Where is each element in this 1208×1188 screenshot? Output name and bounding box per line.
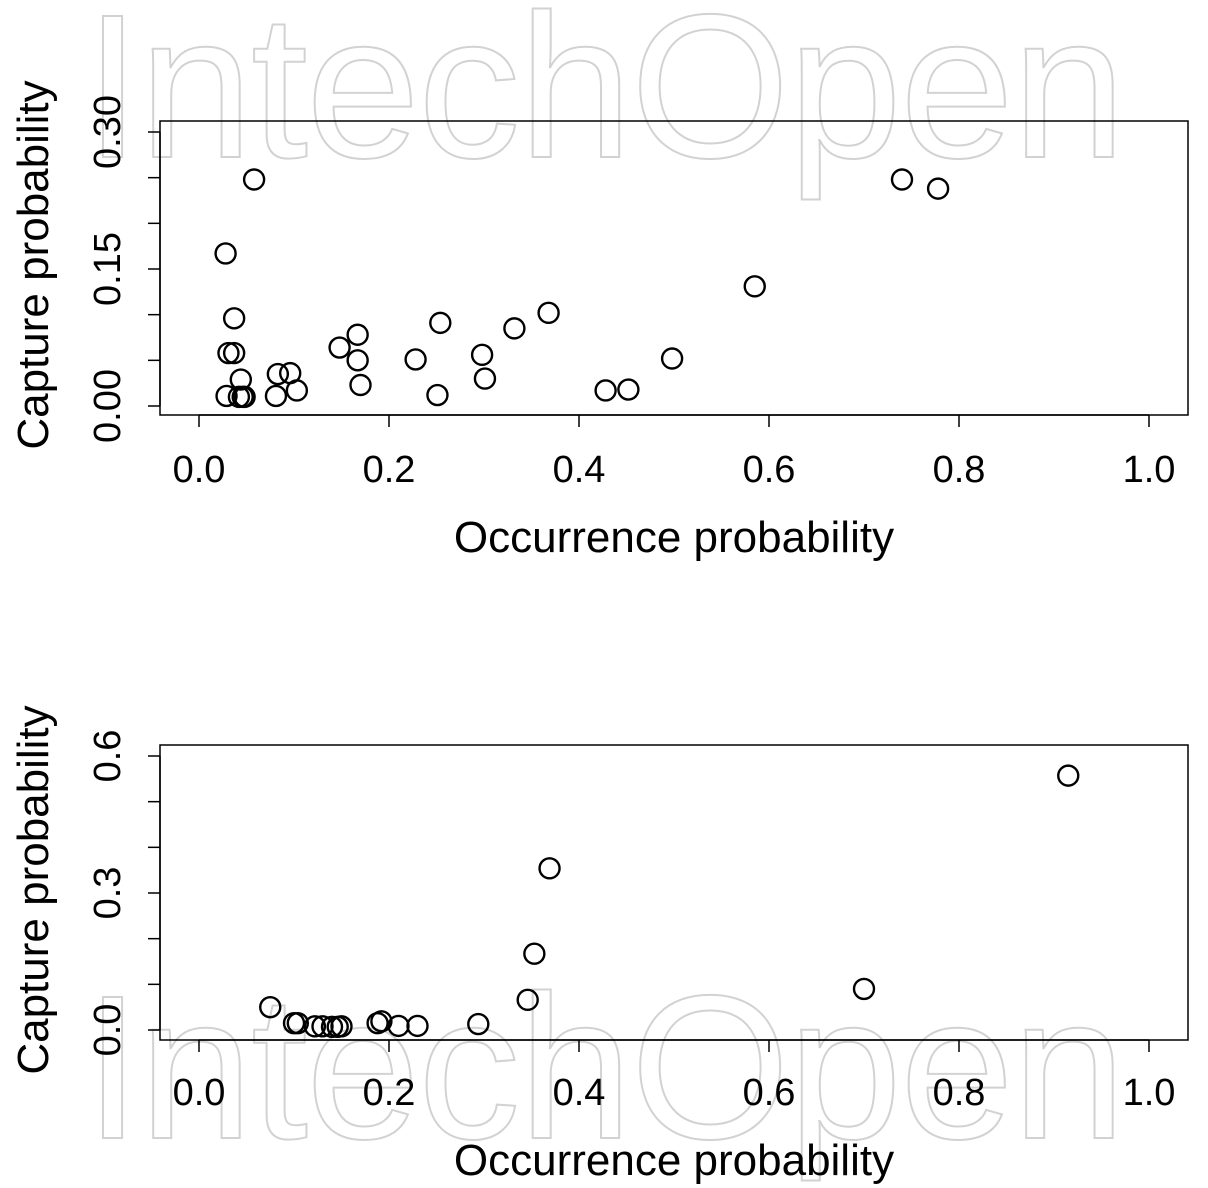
y-tick-label: 0.30 — [87, 95, 129, 169]
x-tick-label: 0.8 — [933, 449, 986, 491]
x-tick-label: 0.2 — [363, 1072, 416, 1114]
y-tick-label: 0.3 — [87, 867, 129, 920]
plot-frame — [159, 744, 1189, 1041]
data-point — [660, 347, 684, 370]
data-point — [222, 307, 246, 330]
data-point — [215, 384, 238, 408]
x-tick-label: 0.4 — [553, 1072, 606, 1114]
data-point — [320, 1015, 344, 1039]
x-tick-label: 0.8 — [933, 1072, 986, 1114]
data-point — [217, 341, 240, 365]
data-point — [429, 311, 452, 335]
y-tick-label: 0.15 — [87, 232, 129, 306]
data-point — [303, 1015, 327, 1038]
y-tick-label: 0.6 — [87, 730, 129, 783]
y-axis-label: Capture probability — [9, 705, 58, 1074]
x-axis-label: Occurrence probability — [454, 1136, 894, 1185]
x-tick-label: 0.6 — [743, 1072, 796, 1114]
x-axis-label: Occurrence probability — [454, 513, 894, 562]
data-point — [264, 384, 288, 408]
data-point — [538, 857, 561, 880]
y-tick-label: 0.0 — [87, 1004, 129, 1057]
data-point — [426, 383, 449, 407]
data-point — [229, 368, 253, 391]
data-point — [233, 385, 256, 409]
data-point — [286, 1011, 309, 1035]
data-point — [594, 379, 617, 402]
data-point — [406, 1014, 429, 1038]
data-point — [370, 1010, 393, 1033]
data-point — [346, 349, 369, 372]
data-point — [503, 317, 526, 340]
y-tick-label: 0.00 — [87, 369, 129, 443]
data-point — [259, 995, 282, 1019]
data-point — [470, 343, 494, 367]
data-point — [516, 988, 539, 1012]
data-point — [852, 977, 876, 1001]
x-tick-label: 1.0 — [1123, 449, 1176, 491]
plot-frame — [159, 120, 1189, 416]
x-tick-label: 0.4 — [553, 449, 606, 491]
data-point — [926, 177, 950, 200]
data-point — [473, 367, 497, 390]
data-point — [266, 362, 290, 386]
x-tick-label: 0.6 — [743, 449, 796, 491]
x-tick-label: 1.0 — [1123, 1072, 1176, 1114]
y-axis-label: Capture probability — [9, 80, 58, 449]
data-point — [349, 373, 372, 397]
data-point — [1057, 764, 1080, 787]
data-point — [346, 323, 369, 346]
data-point — [743, 275, 766, 298]
x-tick-label: 0.2 — [363, 449, 416, 491]
data-point — [523, 942, 546, 965]
data-point — [222, 341, 246, 365]
data-point — [467, 1012, 490, 1036]
data-point — [330, 1015, 353, 1038]
x-tick-label: 0.0 — [173, 1072, 226, 1114]
data-point — [890, 168, 914, 191]
data-point — [214, 242, 237, 265]
data-point — [404, 348, 427, 371]
data-point — [242, 168, 266, 191]
data-point — [617, 378, 640, 401]
data-point — [285, 379, 309, 402]
data-point — [328, 336, 351, 359]
data-point — [537, 301, 560, 325]
x-tick-label: 0.0 — [173, 449, 226, 491]
